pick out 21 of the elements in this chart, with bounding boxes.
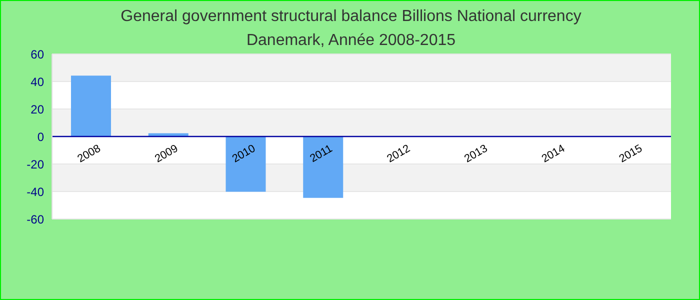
bar <box>71 76 111 136</box>
x-tick-label: 2009 <box>152 142 180 166</box>
y-tick-label: 0 <box>37 130 44 144</box>
x-tick-label: 2013 <box>462 142 490 166</box>
bar <box>148 133 188 136</box>
y-tick-label: 20 <box>30 102 44 116</box>
bar <box>226 136 266 192</box>
chart-title: General government structural balance Billions National currency <box>120 7 582 27</box>
x-tick-label: 2012 <box>385 142 412 166</box>
y-tick-label: -40 <box>26 184 44 199</box>
x-tick-label: 2015 <box>617 142 644 166</box>
x-tick-label: 2008 <box>76 142 103 166</box>
y-tick-label: -20 <box>26 157 44 172</box>
x-tick-label: 2011 <box>308 142 335 166</box>
y-tick-label: 40 <box>30 74 44 89</box>
chart-subtitle: Danemark, Année 2008-2015 <box>246 32 456 49</box>
x-tick-label: 2014 <box>540 142 568 166</box>
x-tick-label: 2010 <box>230 142 258 166</box>
y-tick-label: -60 <box>26 212 44 226</box>
y-tick-label: 60 <box>30 47 44 62</box>
bar <box>303 136 344 198</box>
